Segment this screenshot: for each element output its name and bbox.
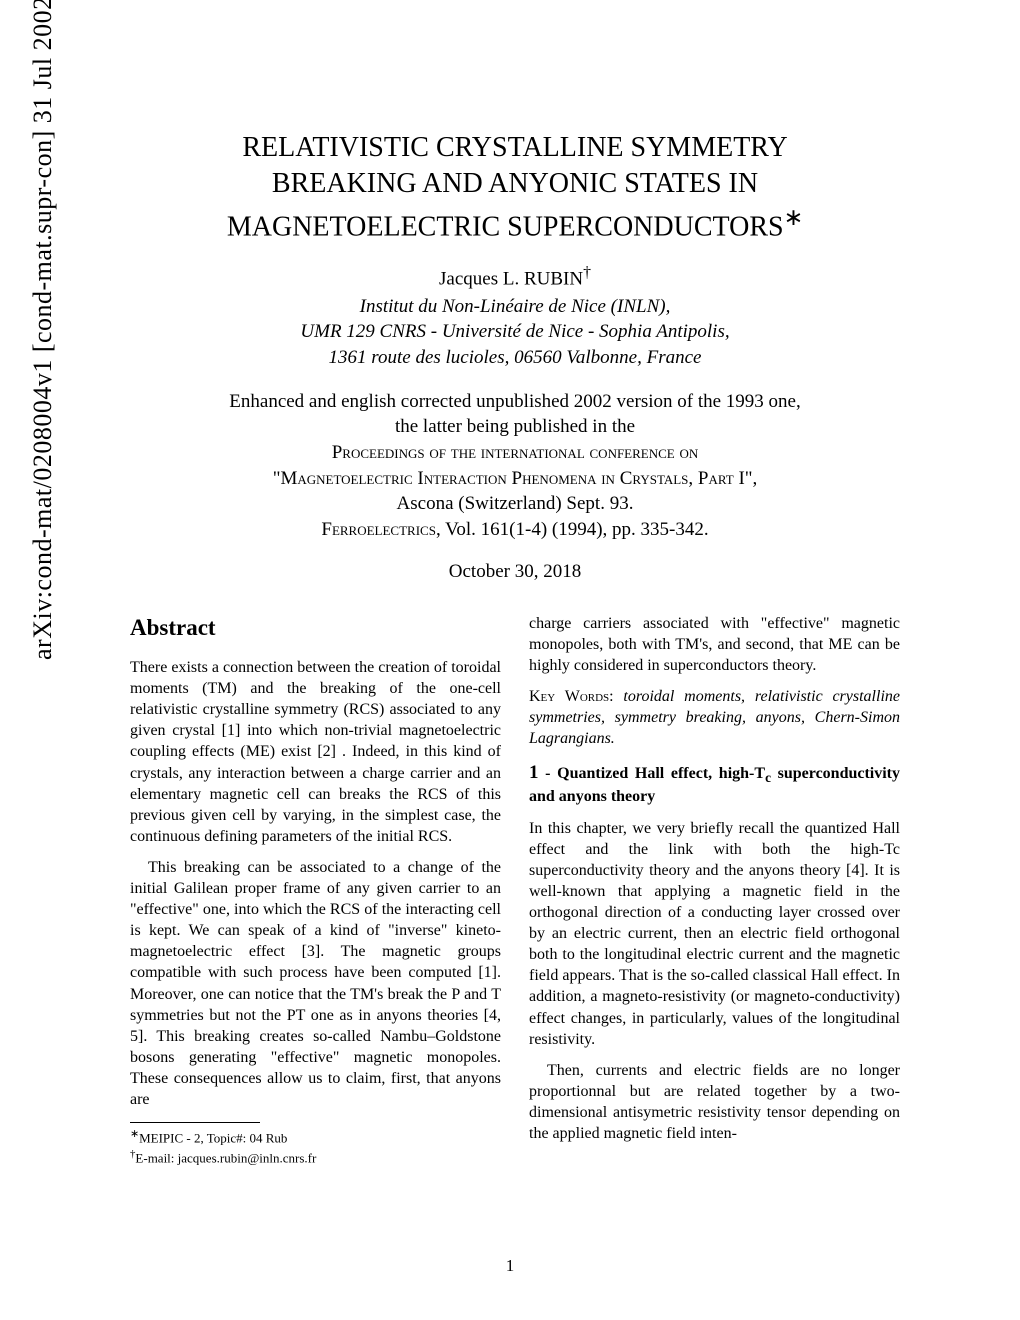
footnote-1-text: MEIPIC - 2, Topic#: 04 Rub — [139, 1131, 287, 1146]
section-1-title-a: - Quantized Hall effect, high-T — [545, 765, 765, 782]
abstract-continuation: charge carriers associated with "effecti… — [529, 613, 900, 676]
two-column-body: Abstract There exists a connection betwe… — [130, 613, 900, 1168]
affiliation-line-3: 1361 route des lucioles, 06560 Valbonne,… — [329, 347, 702, 368]
publication-note: Enhanced and english corrected unpublish… — [130, 389, 900, 543]
affiliation: Institut du Non-Linéaire de Nice (INLN),… — [130, 294, 900, 371]
footnote-1-mark: ∗ — [130, 1128, 139, 1140]
right-column: charge carriers associated with "effecti… — [529, 613, 900, 1168]
section-1-heading: 1 - Quantized Hall effect, high-Tc super… — [529, 761, 900, 807]
keywords-label: Key Words: — [529, 688, 614, 705]
pubnote-line-3: Proceedings of the international confere… — [332, 442, 699, 463]
author-name: Jacques L. RUBIN† — [130, 264, 900, 290]
footnote-2-text: E-mail: jacques.rubin@inln.cnrs.fr — [135, 1151, 316, 1166]
affiliation-line-2: UMR 129 CNRS - Université de Nice - Soph… — [300, 321, 729, 342]
title-footnote-mark: ∗ — [784, 205, 804, 231]
footnote-2: †E-mail: jacques.rubin@inln.cnrs.fr — [130, 1147, 501, 1167]
abstract-heading: Abstract — [130, 613, 501, 643]
arxiv-identifier: arXiv:cond-mat/0208004v1 [cond-mat.supr-… — [28, 0, 58, 660]
page-number: 1 — [0, 1256, 1020, 1276]
abstract-para-1: There exists a connection between the cr… — [130, 657, 501, 847]
page-content: RELATIVISTIC CRYSTALLINE SYMMETRY BREAKI… — [130, 130, 900, 1168]
pubnote-line-1: Enhanced and english corrected unpublish… — [229, 391, 800, 412]
title-line-3: MAGNETOELECTRIC SUPERCONDUCTORS — [227, 211, 784, 242]
pubnote-line-2: the latter being published in the — [395, 416, 635, 437]
paper-title: RELATIVISTIC CRYSTALLINE SYMMETRY BREAKI… — [130, 130, 900, 246]
section-1-para-2: Then, currents and electric fields are n… — [529, 1060, 900, 1144]
pubnote-line-4: "Magnetoelectric Interaction Phenomena i… — [273, 468, 758, 489]
title-line-2: BREAKING AND ANYONIC STATES IN — [272, 168, 758, 199]
keywords: Key Words: toroidal moments, relativisti… — [529, 686, 900, 749]
left-column: Abstract There exists a connection betwe… — [130, 613, 501, 1168]
section-1-number: 1 — [529, 762, 539, 783]
author-text: Jacques L. RUBIN — [439, 268, 583, 289]
author-footnote-mark: † — [583, 264, 591, 281]
date: October 30, 2018 — [130, 561, 900, 583]
pubnote-line-6a: Ferroelectrics — [321, 519, 436, 540]
footnote-1: ∗MEIPIC - 2, Topic#: 04 Rub — [130, 1127, 501, 1147]
section-1-para-1: In this chapter, we very briefly recall … — [529, 818, 900, 1050]
affiliation-line-1: Institut du Non-Linéaire de Nice (INLN), — [360, 296, 671, 317]
title-line-1: RELATIVISTIC CRYSTALLINE SYMMETRY — [242, 132, 787, 163]
pubnote-line-5: Ascona (Switzerland) Sept. 93. — [397, 493, 634, 514]
abstract-para-2: This breaking can be associated to a cha… — [130, 857, 501, 1110]
pubnote-line-6b: , Vol. 161(1-4) (1994), pp. 335-342. — [436, 519, 709, 540]
